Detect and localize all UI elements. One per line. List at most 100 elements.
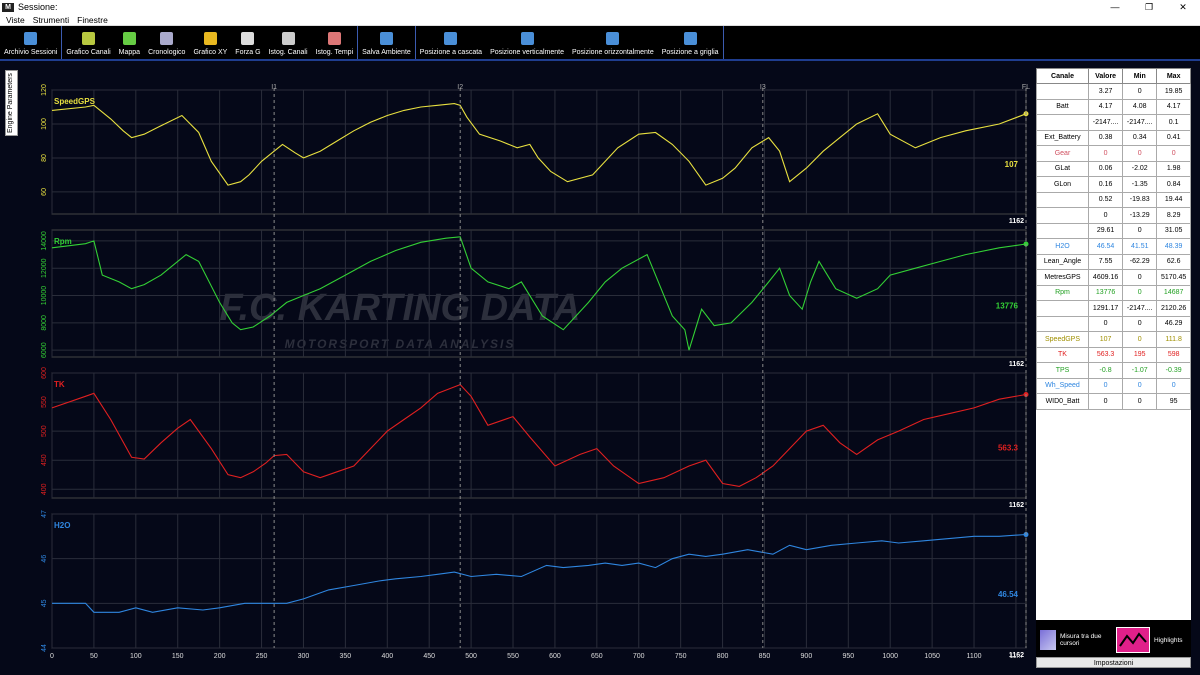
current-value-tk: 563.3 (998, 444, 1019, 453)
column-header-valore[interactable]: Valore (1087, 68, 1124, 84)
settings-button[interactable]: Impostazioni (1036, 657, 1191, 668)
line-chart-button[interactable]: Grafico Canali (62, 26, 114, 59)
cell-max: 0 (1156, 145, 1191, 162)
table-row[interactable]: -2147.... -2147.... 0.1 (1036, 114, 1191, 131)
toolbar-label: Posizione a cascata (419, 49, 483, 56)
table-row[interactable]: WID0_Batt 0 0 95 (1036, 393, 1191, 410)
highlights-button[interactable]: Highlights (1116, 625, 1188, 655)
table-row[interactable]: MetresGPS 4609.16 0 5170.45 (1036, 269, 1191, 286)
cell-max: 46.29 (1156, 315, 1191, 332)
xy-chart-button[interactable]: Grafico XY (189, 26, 231, 59)
title-bar: M Sessione: — ❐ ✕ (0, 0, 1200, 14)
cell-max: 1.98 (1156, 160, 1191, 177)
archive-button[interactable]: Archivio Sessioni (0, 26, 61, 59)
restore-button[interactable]: ❐ (1144, 1, 1154, 12)
crosshair-button[interactable]: Forza G (231, 26, 264, 59)
table-row[interactable]: Lean_Angle 7.55 -62.29 62.6 (1036, 253, 1191, 270)
table-row[interactable]: Batt 4.17 4.08 4.17 (1036, 98, 1191, 115)
cell-max: 62.6 (1156, 253, 1191, 270)
cell-max: 48.39 (1156, 238, 1191, 255)
table-row[interactable]: TK 563.3 195 598 (1036, 346, 1191, 363)
menu-viste[interactable]: Viste (6, 14, 25, 25)
table-row[interactable]: 1291.17 -2147.... 2120.26 (1036, 300, 1191, 317)
x-tick-label: 450 (423, 653, 435, 660)
engine-parameters-tab[interactable]: Engine Parameters (5, 70, 18, 136)
table-row[interactable]: 0 -13.29 8.29 (1036, 207, 1191, 224)
vertical-tile-button[interactable]: Posizione verticalmente (486, 26, 568, 59)
close-button[interactable]: ✕ (1179, 1, 1187, 12)
table-row[interactable]: 29.61 0 31.05 (1036, 222, 1191, 239)
calendar-button[interactable]: Cronologico (144, 26, 189, 59)
grid-tile-button[interactable]: Posizione a griglia (658, 26, 723, 59)
menu-strumenti[interactable]: Strumenti (32, 14, 70, 25)
menu-finestre[interactable]: Finestre (77, 14, 108, 25)
y-tick-label: 8000 (41, 315, 48, 331)
channels-chart[interactable]: F.C. KARTING DATA MOTORSPORT DATA ANALYSI… (30, 80, 1032, 662)
table-row[interactable]: GLat 0.06 -2.02 1.98 (1036, 160, 1191, 177)
x-tick-label: 900 (801, 653, 813, 660)
crosshair-icon (241, 32, 255, 45)
cell-min: 0 (1122, 393, 1158, 410)
cell-min: 0 (1122, 269, 1158, 286)
column-header-canale[interactable]: Canale (1036, 68, 1089, 84)
engine-parameters-tab-label: Engine Parameters (7, 73, 14, 133)
toolbar-label: Istog. Canali (268, 49, 308, 56)
table-row[interactable]: H2O 46.54 41.51 48.39 (1036, 238, 1191, 255)
cell-min: -1.07 (1122, 362, 1158, 379)
x-tick-label: 11... (1009, 653, 1022, 660)
table-row[interactable]: 0 0 46.29 (1036, 315, 1191, 332)
cell-val: 0.06 (1087, 160, 1124, 177)
series-title-h2o: H2O (54, 521, 70, 530)
table-row[interactable]: Wh_Speed 0 0 0 (1036, 377, 1191, 394)
line-chart-icon (81, 32, 95, 45)
x-tick-label: 750 (675, 653, 687, 660)
table-row[interactable]: 3.27 0 19.85 (1036, 83, 1191, 100)
histogram-button[interactable]: Istog. Canali (265, 26, 312, 59)
cell-max: 0 (1156, 377, 1191, 394)
map-icon (122, 32, 136, 45)
save-button[interactable]: Salva Ambiente (358, 26, 415, 59)
time-histogram-icon (327, 32, 341, 45)
cell-name: TPS (1036, 362, 1089, 379)
cell-name (1036, 191, 1089, 208)
table-row[interactable]: Rpm 13776 0 14687 (1036, 284, 1191, 301)
toolbar-group-1: Grafico Canali Mappa Cronologico Grafico XY… (62, 26, 359, 59)
cell-min: -2147.... (1122, 300, 1158, 317)
y-tick-label: 6000 (41, 342, 48, 358)
y-tick-label: 100 (41, 118, 48, 130)
minimize-button[interactable]: — (1110, 2, 1120, 12)
vertical-tile-icon (520, 32, 534, 45)
table-row[interactable]: TPS -0.8 -1.07 -0.39 (1036, 362, 1191, 379)
xy-chart-icon (203, 32, 217, 45)
highlights-icon (1116, 627, 1150, 653)
toolbar-label: Archivio Sessioni (4, 49, 58, 56)
toolbar-label: Cronologico (148, 49, 186, 56)
measure-cursors-button[interactable]: Misura tra due cursori (1040, 625, 1110, 655)
cell-val: -2147.... (1087, 114, 1124, 131)
table-row[interactable]: 0.52 -19.83 19.44 (1036, 191, 1191, 208)
table-row[interactable]: Gear 0 0 0 (1036, 145, 1191, 162)
menu-bar: Viste Strumenti Finestre (0, 14, 1200, 26)
cascade-button[interactable]: Posizione a cascata (416, 26, 486, 59)
column-header-max[interactable]: Max (1156, 68, 1191, 84)
cell-max: 5170.45 (1156, 269, 1191, 286)
cell-min: 0 (1122, 222, 1158, 239)
y-tick-label: 400 (41, 483, 48, 495)
table-row[interactable]: SpeedGPS 107 0 111.8 (1036, 331, 1191, 348)
table-row[interactable]: Ext_Battery 0.38 0.34 0.41 (1036, 129, 1191, 146)
cell-name (1036, 315, 1089, 332)
cell-name: TK (1036, 346, 1089, 363)
calendar-icon (160, 32, 174, 45)
current-value-h2o: 46.54 (998, 590, 1019, 599)
toolbar: Archivio Sessioni Grafico Canali Mappa Cron… (0, 26, 1200, 61)
horizontal-tile-button[interactable]: Posizione orizzontalmente (568, 26, 658, 59)
y-tick-label: 60 (41, 188, 48, 196)
cell-max: 0.1 (1156, 114, 1191, 131)
table-row[interactable]: GLon 0.16 -1.35 0.84 (1036, 176, 1191, 193)
toolbar-label: Grafico XY (193, 49, 228, 56)
column-header-min[interactable]: Min (1122, 68, 1158, 84)
app-logo: M (2, 2, 14, 12)
time-histogram-button[interactable]: Istog. Tempi (312, 26, 358, 59)
map-button[interactable]: Mappa (115, 26, 144, 59)
